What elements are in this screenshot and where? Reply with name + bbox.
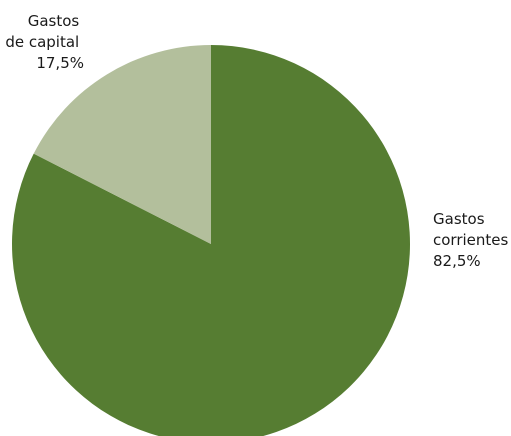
label-current-line-2: corrientes <box>433 231 509 249</box>
pie-slices <box>12 45 410 436</box>
label-capital-spending: Gastos de capital 17,5% <box>5 12 84 72</box>
value-label-current: 82,5% <box>433 252 481 270</box>
label-capital-line-2: de capital <box>5 33 79 51</box>
value-label-capital: 17,5% <box>36 54 84 72</box>
label-current-line-1: Gastos <box>433 210 485 228</box>
label-current-spending: Gastos corrientes 82,5% <box>433 210 511 270</box>
pie-slice-current <box>12 45 410 436</box>
pie-slice-capital <box>33 45 211 244</box>
label-capital-line-1: Gastos <box>28 12 80 30</box>
